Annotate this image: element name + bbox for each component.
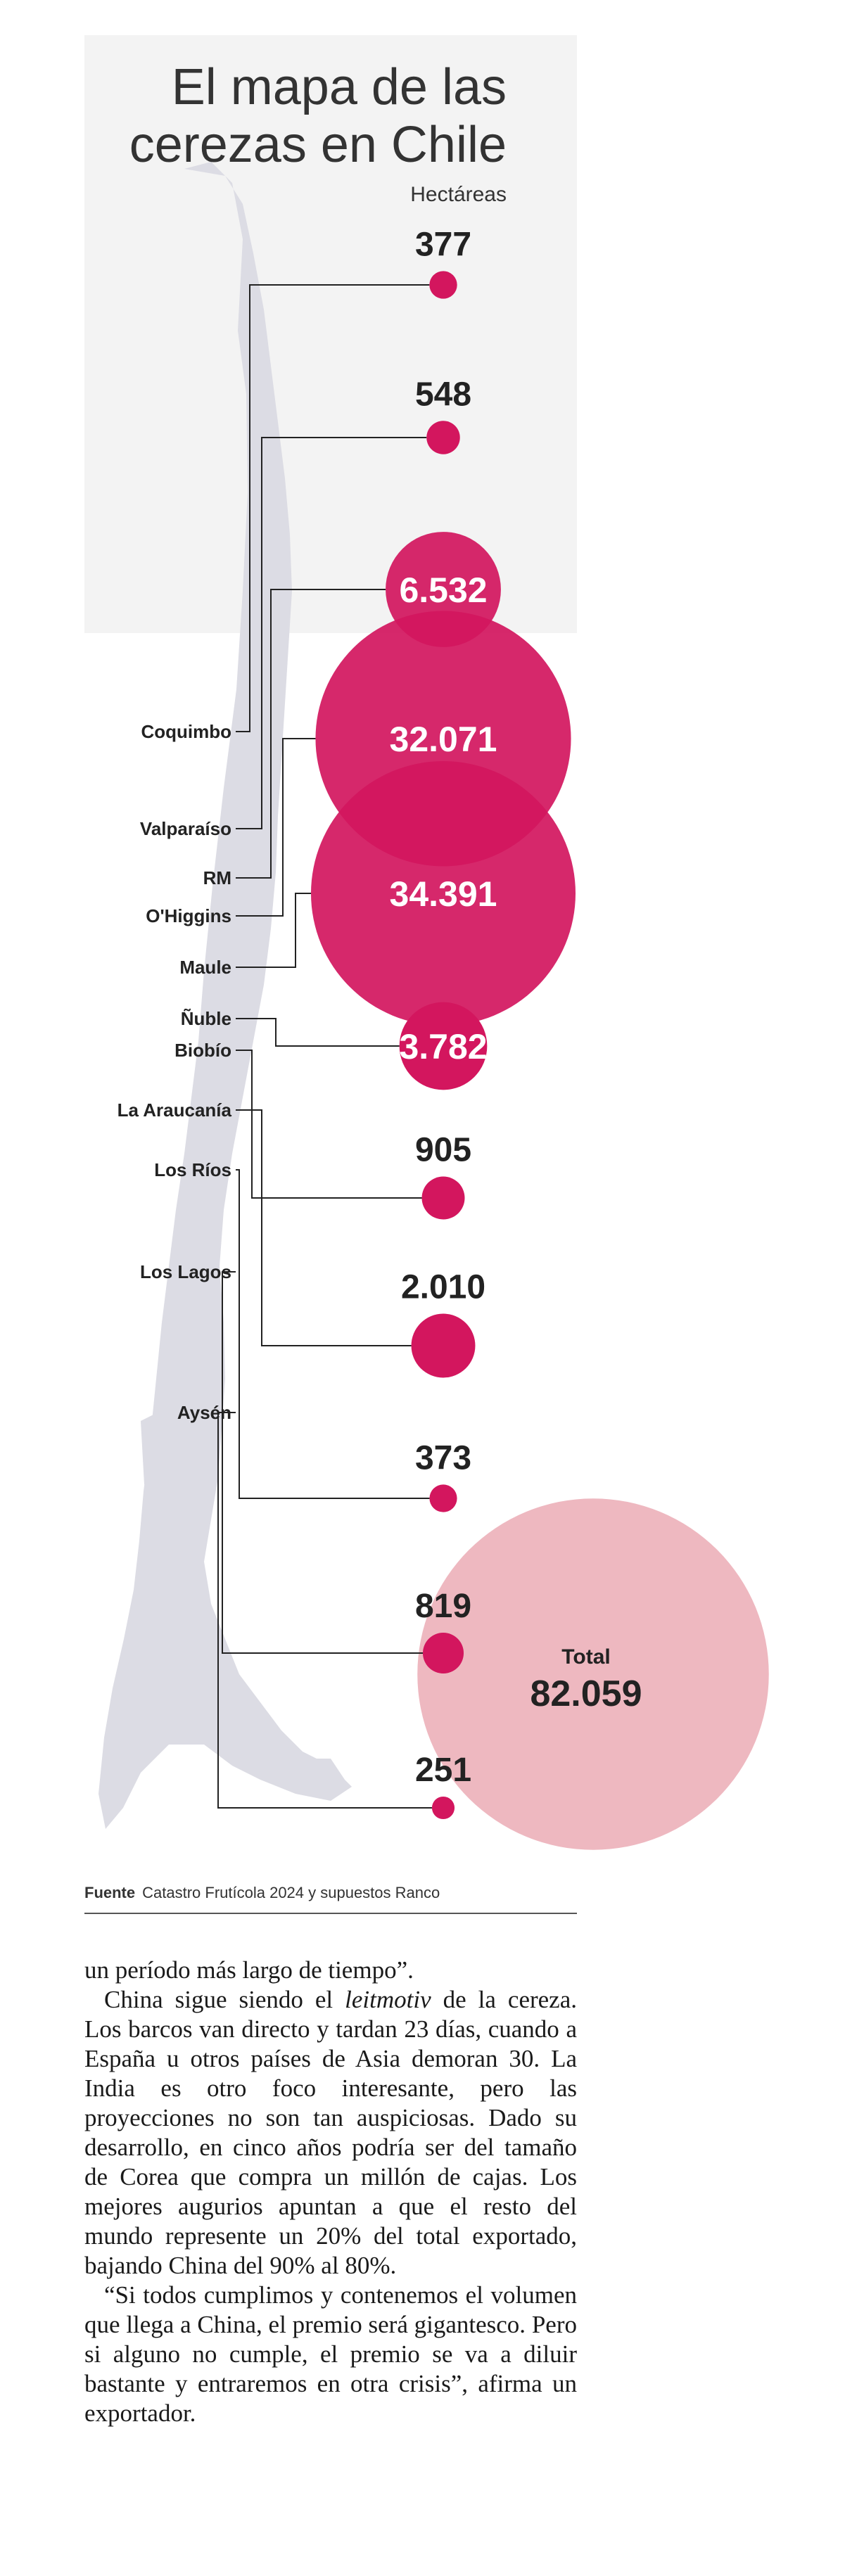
region-label: O'Higgins <box>146 905 231 926</box>
leader-line <box>222 1271 423 1654</box>
bubble <box>421 1176 465 1220</box>
region-label: Valparaíso <box>140 818 231 839</box>
value-label: 377 <box>415 226 471 263</box>
bubble <box>431 1796 455 1820</box>
article-paragraph-1: un período más largo de tiempo”. <box>84 1956 414 1984</box>
region-label: La Araucanía <box>117 1099 232 1121</box>
total-bubble <box>417 1498 769 1850</box>
total-label: Total <box>561 1645 610 1669</box>
unit-label: Hectáreas <box>410 183 507 206</box>
value-labels: 377 548 6.532 32.071 34.391 3.782 905 2.010 373 8… <box>390 226 497 1789</box>
bubble <box>422 1632 464 1674</box>
header-panel <box>84 35 577 633</box>
value-label: 251 <box>415 1752 471 1789</box>
leader-line <box>217 1412 432 1809</box>
region-label: Maule <box>179 957 231 978</box>
bubble <box>311 761 576 1026</box>
chile-map <box>99 162 352 1829</box>
bubble <box>426 421 460 454</box>
region-label: Aysén <box>177 1402 231 1423</box>
region-label: Los Ríos <box>154 1159 231 1180</box>
total-value: 82.059 <box>530 1673 642 1714</box>
article-paragraph-3: “Si todos cumplimos y contenemos el volu… <box>84 2281 577 2427</box>
chart-title-line2: cerezas en Chile <box>129 117 507 173</box>
article-text: un período más largo de tiempo”. China s… <box>84 1956 577 2428</box>
value-label: 34.391 <box>390 874 497 914</box>
leader-line <box>236 1018 400 1047</box>
source-label: Fuente <box>84 1884 135 1901</box>
article-emphasis: leitmotiv <box>345 1986 431 2013</box>
leader-line <box>236 1169 430 1499</box>
bubble <box>429 1484 457 1512</box>
value-label: 32.071 <box>390 720 497 759</box>
leader-line <box>236 589 386 879</box>
value-label: 6.532 <box>399 570 487 610</box>
region-labels: Coquimbo Valparaíso RM O'Higgins Maule Ñuble B… <box>117 721 232 1423</box>
leader-line <box>236 738 316 917</box>
article-paragraph-2: China sigue siendo el leitmotiv de la ce… <box>84 1985 577 2281</box>
article-paragraph-2-rest: de la cereza. Los barcos van directo y t… <box>84 1986 577 2279</box>
leader-line <box>236 893 311 968</box>
leader-line <box>236 1109 412 1346</box>
region-label: Los Lagos <box>140 1261 231 1282</box>
bubble <box>429 271 457 299</box>
value-label: 3.782 <box>399 1027 487 1066</box>
leader-line <box>236 284 430 732</box>
value-label: 548 <box>415 376 471 413</box>
source-text: Catastro Frutícola 2024 y supuestos Ranc… <box>142 1884 440 1901</box>
region-label: RM <box>203 867 231 888</box>
region-label: Biobío <box>174 1040 231 1061</box>
value-label: 905 <box>415 1132 471 1169</box>
leader-line <box>236 1050 422 1199</box>
bubble <box>399 1002 488 1090</box>
source-line: Fuente Catastro Frutícola 2024 y supuesto… <box>84 1884 440 1901</box>
leader-line <box>236 437 427 829</box>
region-label: Ñuble <box>181 1008 231 1029</box>
bubbles <box>311 271 576 1820</box>
cherry-map-chart: El mapa de las cerezas en Chile Hectárea… <box>84 35 769 1914</box>
value-label: 373 <box>415 1439 471 1477</box>
value-label: 819 <box>415 1588 471 1625</box>
value-label: 2.010 <box>401 1269 485 1306</box>
chart-title-line1: El mapa de las <box>172 59 507 115</box>
leader-lines <box>217 284 432 1809</box>
region-label: Coquimbo <box>141 721 231 742</box>
bubble <box>411 1313 476 1378</box>
article-paragraph-2-start: China sigue siendo el <box>104 1986 345 2013</box>
